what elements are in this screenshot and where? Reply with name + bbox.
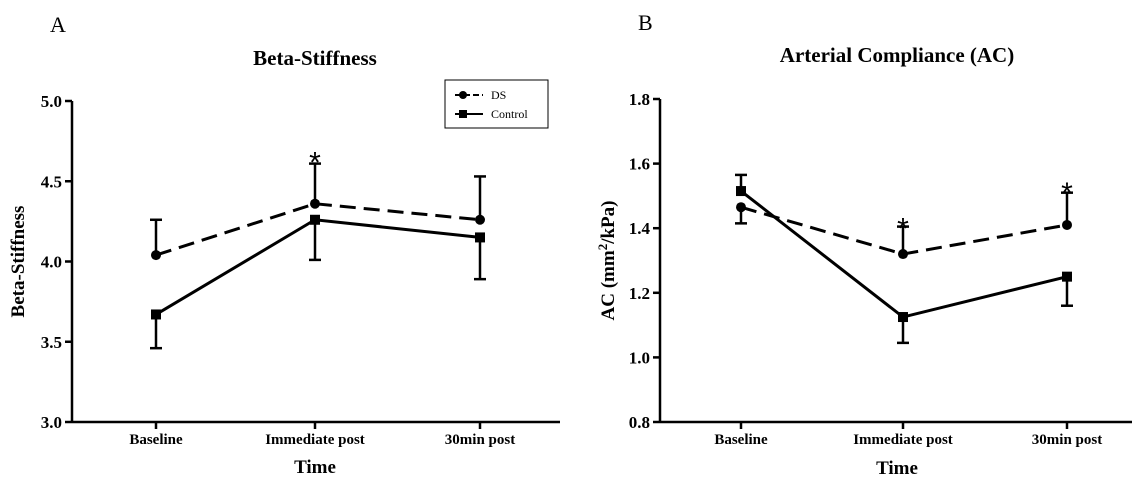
y-axis-title-suffix: /kPa) <box>598 201 619 245</box>
data-point-control <box>475 232 485 243</box>
y-axis-title: Beta-Stiffness <box>8 206 29 318</box>
x-axis-title: Time <box>294 457 336 478</box>
y-tick-label: 4.5 <box>41 172 62 191</box>
y-tick-label: 3.5 <box>41 333 62 352</box>
legend-marker-ds <box>459 91 467 99</box>
y-tick-label: 3.0 <box>41 413 62 432</box>
y-tick-label: 1.2 <box>629 284 650 303</box>
data-point-control <box>736 186 746 197</box>
chart-title: Arterial Compliance (AC) <box>780 43 1014 67</box>
x-axis-title: Time <box>876 458 918 479</box>
x-tick-label: Baseline <box>714 432 768 448</box>
x-tick-label: 30min post <box>1032 432 1102 448</box>
panel-a: A Beta-Stiffness 3.0 3.5 4.0 4.5 5.0 Baseline Im… <box>8 12 560 478</box>
y-tick-label: 4.0 <box>41 253 62 272</box>
legend-marker-control <box>459 110 467 118</box>
significance-marker: * <box>309 146 321 179</box>
significance-marker: * <box>1061 177 1073 210</box>
legend: DS Control <box>444 79 549 129</box>
data-point-control <box>898 312 908 323</box>
y-tick-label: 1.8 <box>629 90 650 109</box>
legend-label: Control <box>491 107 528 121</box>
data-point-control <box>1062 271 1072 282</box>
panel-letter: B <box>638 10 653 35</box>
x-tick-label: 30min post <box>445 432 515 448</box>
legend-box <box>444 79 549 129</box>
y-tick-label: 5.0 <box>41 92 62 111</box>
data-point-control <box>151 309 161 320</box>
y-tick-label: 1.6 <box>629 155 650 174</box>
y-tick-label: 1.4 <box>629 219 651 238</box>
y-axis-title: AC (mm2/kPa) <box>595 201 619 321</box>
panel-letter: A <box>50 12 66 37</box>
data-point-control <box>310 214 320 225</box>
series-line-ds <box>155 202 481 257</box>
x-tick-label: Baseline <box>129 432 183 448</box>
panel-b: B Arterial Compliance (AC) 0.8 1.0 1.2 1.4 1.6… <box>595 10 1132 479</box>
y-axis-title-superscript: 2 <box>595 244 610 251</box>
y-tick-label: 0.8 <box>629 413 650 432</box>
legend-label: DS <box>491 88 506 102</box>
x-tick-label: Immediate post <box>853 432 953 448</box>
x-tick-label: Immediate post <box>265 432 365 448</box>
y-axis-title-main: AC (mm <box>598 250 619 320</box>
y-axis-title-main: Beta-Stiffness <box>8 206 29 318</box>
data-point-ds <box>151 250 161 261</box>
series-line-control <box>155 218 481 316</box>
data-point-ds <box>736 202 746 213</box>
data-point-ds <box>475 214 485 225</box>
chart-title: Beta-Stiffness <box>253 46 377 70</box>
significance-marker: * <box>897 213 909 246</box>
data-point-ds <box>310 198 320 209</box>
data-point-ds <box>898 249 908 260</box>
data-point-ds <box>1062 219 1072 230</box>
y-tick-label: 1.0 <box>629 348 650 367</box>
